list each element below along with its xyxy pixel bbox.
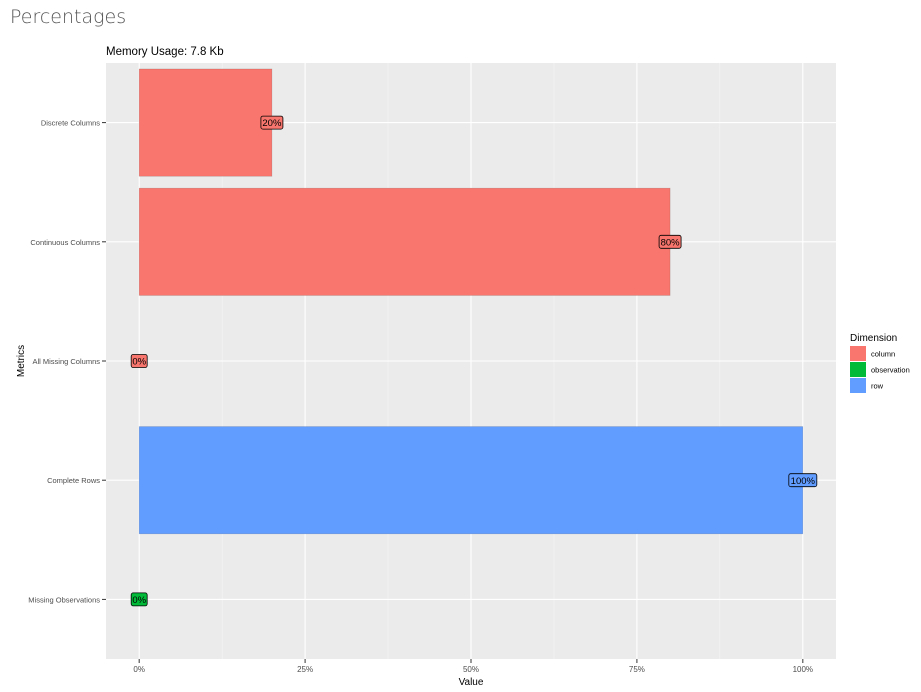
page-heading: Percentages — [10, 6, 127, 28]
data-label-box — [658, 234, 682, 249]
chart-title: Memory Usage: 7.8 Kb — [106, 46, 224, 58]
y-tick-label: Continuous Columns — [30, 238, 100, 247]
data-label-box — [260, 115, 284, 130]
x-axis: 0% 25% 50% 75% 100% — [133, 659, 813, 674]
data-label: 20% — [262, 118, 282, 129]
data-label: 80% — [661, 237, 681, 248]
data-label-box — [130, 354, 148, 368]
bar — [138, 426, 804, 535]
data-labels: 20% 80% 0% 100% 0% — [130, 115, 818, 607]
y-tick-label: All Missing Columns — [32, 357, 100, 366]
data-label: 100% — [791, 476, 816, 487]
data-label-box — [130, 592, 148, 607]
x-tick-label: 75% — [629, 665, 645, 674]
y-tick-label: Discrete Columns — [41, 119, 100, 128]
x-axis-title: Value — [459, 677, 484, 688]
legend-swatch — [850, 362, 866, 377]
y-axis-title: Metrics — [16, 345, 27, 377]
x-tick-label: 25% — [297, 665, 313, 674]
legend-label: row — [871, 382, 884, 391]
y-tick-label: Complete Rows — [47, 476, 100, 485]
legend-label: observation — [871, 366, 910, 375]
x-tick-label: 0% — [133, 665, 145, 674]
x-tick-label: 50% — [463, 665, 479, 674]
bar — [138, 187, 671, 296]
legend-swatch — [850, 346, 866, 361]
legend-swatch — [850, 378, 866, 393]
bar — [138, 68, 273, 177]
legend: Dimension column observation row — [850, 333, 910, 393]
legend-title: Dimension — [850, 333, 897, 344]
legend-label: column — [871, 350, 895, 359]
data-label: 0% — [132, 357, 146, 368]
y-tick-label: Missing Observations — [28, 595, 100, 604]
y-axis: Discrete Columns Continuous Columns All Mi… — [28, 119, 106, 604]
bars — [138, 68, 804, 535]
data-label: 0% — [132, 595, 146, 606]
x-tick-label: 100% — [793, 665, 813, 674]
data-label-box — [788, 473, 818, 488]
